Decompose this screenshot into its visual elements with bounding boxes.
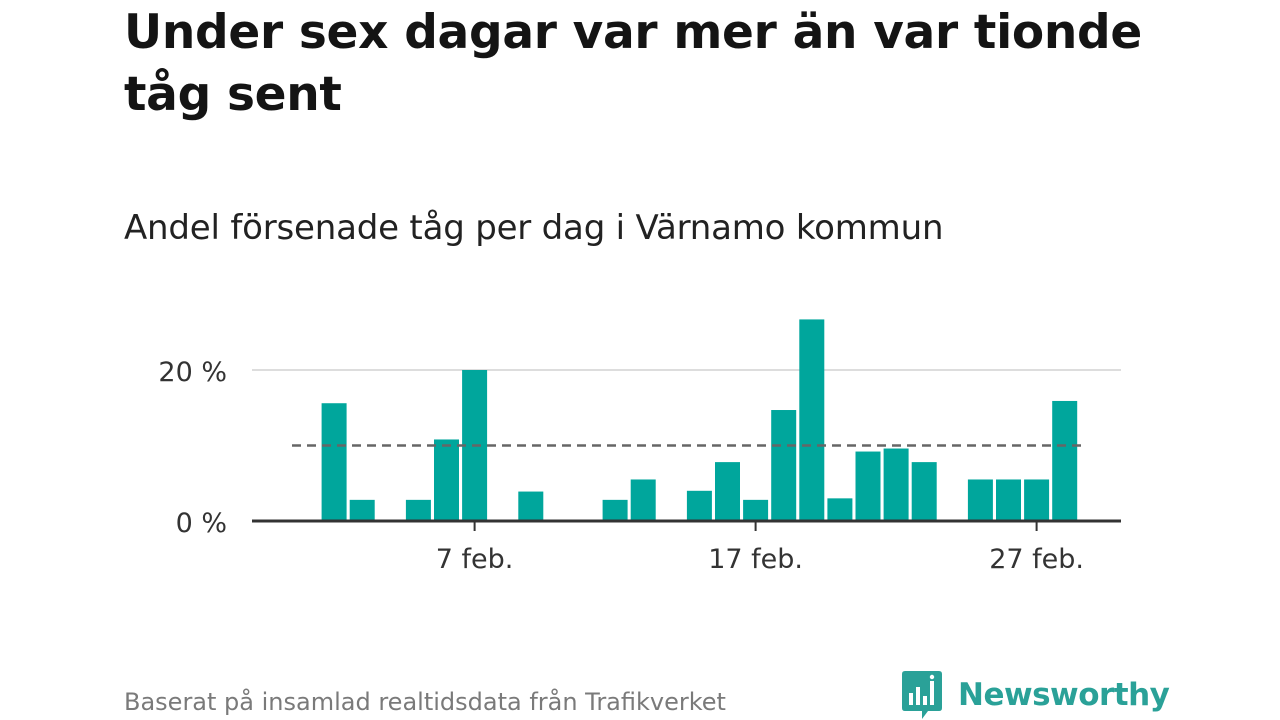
- bar: [743, 499, 769, 521]
- bar: [883, 448, 909, 521]
- bar: [434, 439, 459, 521]
- bar: [518, 491, 544, 521]
- bar: [349, 499, 375, 521]
- source-note: Baserat på insamlad realtidsdata från Tr…: [124, 688, 726, 716]
- y-tick-label: 20 %: [158, 357, 227, 388]
- x-tick-label: 17 feb.: [708, 544, 803, 575]
- brand-logo[interactable]: Newsworthy: [902, 670, 1170, 720]
- bar-chart: 0 % 20 % 7 feb. 17 feb. 27 feb.: [158, 319, 1121, 575]
- bar: [855, 451, 881, 521]
- chart-title: Under sex dagar var mer än var tionde tå…: [124, 5, 1142, 122]
- bar: [1024, 479, 1050, 521]
- bar: [321, 403, 347, 521]
- bar: [1052, 400, 1078, 521]
- bar: [771, 410, 797, 521]
- bar: [967, 479, 993, 521]
- bar: [630, 479, 656, 521]
- newsworthy-logo-icon: [902, 671, 942, 719]
- bar: [405, 499, 431, 521]
- bar: [911, 462, 937, 521]
- chart-subtitle: Andel försenade tåg per dag i Värnamo ko…: [124, 208, 944, 248]
- bar: [799, 319, 825, 521]
- bars: [321, 319, 1078, 521]
- y-tick-label: 0 %: [176, 508, 227, 539]
- bar: [996, 479, 1021, 521]
- bar: [602, 499, 628, 521]
- axes: 0 % 20 % 7 feb. 17 feb. 27 feb.: [158, 357, 1121, 575]
- bar: [715, 462, 740, 521]
- x-tick-label: 27 feb.: [989, 544, 1084, 575]
- x-tick-label: 7 feb.: [436, 544, 514, 575]
- bar: [686, 490, 712, 521]
- bar: [827, 498, 853, 521]
- brand-name: Newsworthy: [958, 677, 1170, 713]
